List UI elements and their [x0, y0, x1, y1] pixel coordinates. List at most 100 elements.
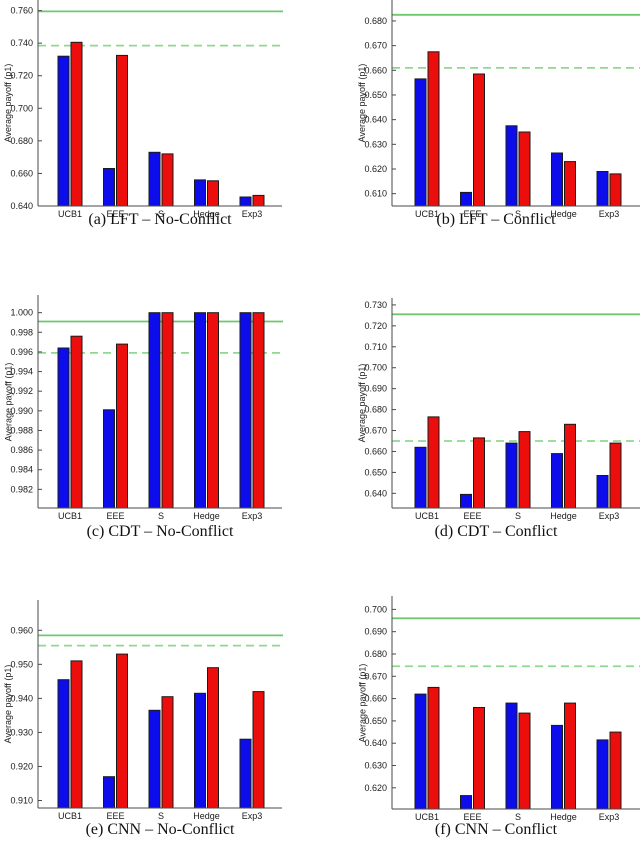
- x-category-label: Exp3: [242, 811, 263, 821]
- bar-player-red-Hedge: [564, 423, 576, 509]
- x-category-label: UCB1: [415, 812, 439, 822]
- y-tick-label: 0.690: [364, 627, 387, 637]
- y-tick-label: 0.680: [364, 16, 387, 26]
- y-tick-label: 0.940: [10, 693, 33, 703]
- y-axis-label: Average payoff (p1): [3, 63, 13, 143]
- bar-player-red-Exp3: [609, 731, 622, 810]
- bar-player-red-Hedge: [564, 161, 576, 207]
- y-axis-label: Average payoff (p1): [3, 362, 13, 441]
- x-category-label: UCB1: [58, 209, 82, 219]
- y-tick-label: 0.650: [364, 467, 387, 477]
- x-category-label: EEE: [463, 511, 481, 521]
- y-tick-label: 0.610: [364, 189, 387, 199]
- chart-d-canvas: 0.640 0.650 0.660 0.670 0.680 0.690 0.700 0.710…: [364, 298, 640, 521]
- x-category-label: UCB1: [58, 811, 82, 821]
- y-tick-label: 0.990: [10, 406, 33, 416]
- y-tick-label: 0.680: [364, 649, 387, 659]
- bar-player-red-EEE: [116, 343, 128, 509]
- chart-caption: (a) LFT – No-Conflict: [88, 211, 232, 228]
- y-tick-label: 0.700: [364, 363, 387, 373]
- chart-e-canvas: 0.910 0.920 0.930 0.940 0.950 0.960 UCB1 EEE S He…: [10, 600, 283, 821]
- bar-player-blue-UCB1: [414, 693, 427, 810]
- bar-player-blue-UCB1: [414, 446, 427, 509]
- y-tick-label: 0.984: [10, 465, 33, 475]
- bar-player-red-S: [161, 696, 174, 809]
- bar-player-red-UCB1: [427, 416, 440, 509]
- chart-caption: (d) CDT – Conflict: [434, 523, 558, 540]
- y-tick-label: 0.650: [364, 90, 387, 100]
- bar-player-blue-Exp3: [239, 738, 252, 809]
- bar-player-red-UCB1: [70, 335, 83, 509]
- chart-caption: (c) CDT – No-Conflict: [86, 523, 234, 540]
- bar-player-blue-EEE: [103, 776, 115, 809]
- bar-player-blue-S: [505, 442, 518, 509]
- y-tick-label: 0.994: [10, 367, 33, 377]
- x-category-label: Hedge: [193, 209, 220, 219]
- y-tick-label: 0.640: [364, 488, 387, 498]
- bar-player-blue-EEE: [103, 409, 115, 509]
- bar-player-red-EEE: [116, 54, 128, 207]
- y-tick-label: 0.650: [364, 716, 387, 726]
- y-axis-label: Average payoff (p1): [357, 63, 367, 143]
- y-tick-label: 0.670: [364, 671, 387, 681]
- bar-player-blue-S: [505, 125, 518, 207]
- y-tick-label: 0.760: [10, 6, 33, 16]
- bar-player-blue-Exp3: [239, 312, 252, 509]
- x-category-label: EEE: [463, 812, 481, 822]
- x-category-label: Hedge: [550, 511, 577, 521]
- y-axis-label: Average payoff (p1): [357, 663, 367, 742]
- y-tick-label: 0.740: [10, 38, 33, 48]
- x-category-label: Hedge: [550, 209, 577, 219]
- bar-player-red-S: [161, 153, 174, 207]
- bar-player-red-UCB1: [70, 660, 83, 809]
- y-tick-label: 0.986: [10, 445, 33, 455]
- bar-player-red-Exp3: [252, 691, 265, 809]
- y-tick-label: 0.920: [10, 761, 33, 771]
- y-tick-label: 0.660: [10, 168, 33, 178]
- y-tick-label: 0.700: [10, 103, 33, 113]
- y-tick-label: 0.640: [10, 201, 33, 211]
- chart-e: 0.910 0.920 0.930 0.940 0.950 0.960 UCB1 EEE S He…: [0, 560, 320, 844]
- bar-player-blue-Exp3: [596, 171, 609, 207]
- y-tick-label: 0.630: [364, 139, 387, 149]
- y-tick-label: 0.996: [10, 347, 33, 357]
- bar-player-red-S: [518, 131, 531, 207]
- bar-player-red-Exp3: [252, 312, 265, 509]
- x-category-label: EEE: [463, 209, 481, 219]
- bar-player-blue-S: [148, 151, 161, 207]
- x-category-label: Hedge: [550, 812, 577, 822]
- y-tick-label: 0.680: [10, 136, 33, 146]
- y-tick-label: 0.670: [364, 41, 387, 51]
- bar-player-red-S: [518, 431, 531, 509]
- y-tick-label: 0.730: [364, 300, 387, 310]
- bar-player-red-EEE: [473, 707, 485, 810]
- y-tick-label: 0.660: [364, 694, 387, 704]
- bar-player-red-UCB1: [427, 51, 440, 207]
- chart-caption: (e) CNN – No-Conflict: [85, 821, 235, 838]
- bar-player-red-UCB1: [70, 41, 83, 207]
- bar-player-red-EEE: [116, 653, 128, 809]
- y-tick-label: 0.998: [10, 327, 33, 337]
- bar-player-red-Hedge: [207, 312, 219, 509]
- chart-caption: (b) LFT – Conflict: [436, 211, 556, 228]
- bar-player-red-Hedge: [207, 180, 219, 207]
- chart-d: 0.640 0.650 0.660 0.670 0.680 0.690 0.700 0.710…: [320, 280, 640, 560]
- x-category-label: Exp3: [599, 209, 620, 219]
- y-tick-label: 0.960: [10, 625, 33, 635]
- x-category-label: Exp3: [242, 209, 263, 219]
- bar-player-blue-UCB1: [57, 55, 70, 207]
- chart-b: 0.610 0.620 0.630 0.640 0.650 0.660 0.670 0.680…: [320, 0, 640, 240]
- bar-player-red-Hedge: [564, 702, 576, 810]
- bar-player-blue-EEE: [460, 795, 472, 810]
- bar-player-blue-S: [148, 312, 161, 509]
- y-tick-label: 0.630: [364, 761, 387, 771]
- y-tick-label: 0.660: [364, 446, 387, 456]
- bar-player-blue-S: [505, 702, 518, 810]
- bar-player-blue-Exp3: [596, 475, 609, 509]
- bar-player-blue-Hedge: [551, 152, 563, 207]
- y-tick-label: 0.670: [364, 426, 387, 436]
- bar-player-red-Exp3: [609, 173, 622, 207]
- y-axis-label: Average payoff (p1): [357, 363, 367, 443]
- bar-player-blue-Hedge: [194, 312, 206, 509]
- x-category-label: Hedge: [193, 511, 220, 521]
